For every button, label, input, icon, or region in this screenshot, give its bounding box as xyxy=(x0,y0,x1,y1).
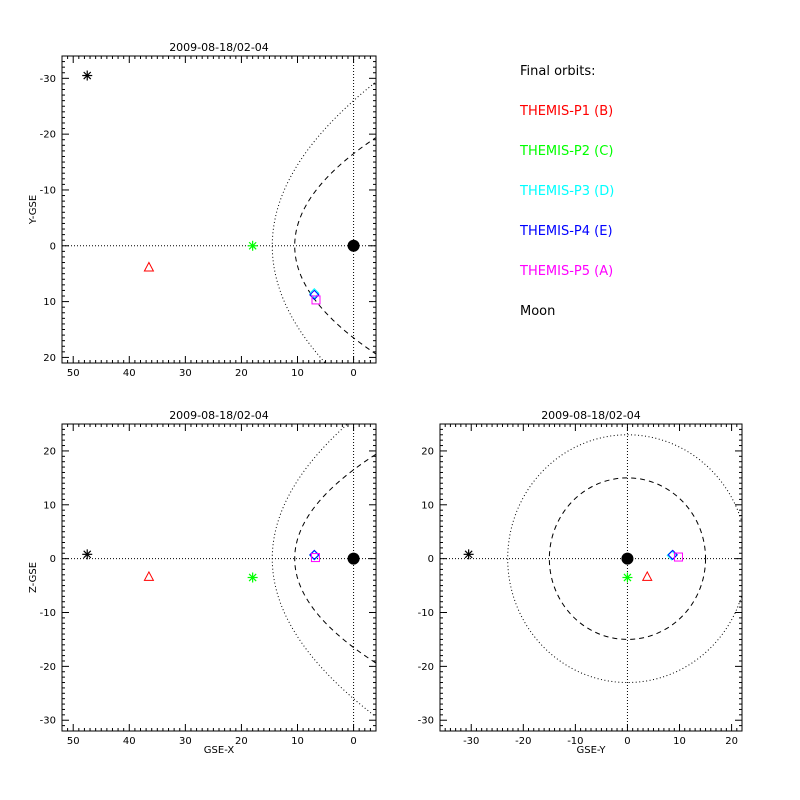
y-tick-label: -10 xyxy=(418,608,434,619)
x-tick-label: 0 xyxy=(350,368,356,379)
x-tick-label: 50 xyxy=(67,368,80,379)
axes-frame xyxy=(61,423,377,732)
asterisk-stroke xyxy=(248,241,257,250)
y-tick-label: -20 xyxy=(40,662,56,673)
axes-frame xyxy=(61,55,377,364)
x-tick-label: 50 xyxy=(67,736,80,747)
y-tick-label: -10 xyxy=(40,608,56,619)
x-axis-label: GSE-X xyxy=(204,745,235,756)
point-themis-p4-e xyxy=(309,289,320,301)
point-themis-p5-a xyxy=(311,295,321,305)
point-themis-p2-c xyxy=(247,572,258,583)
asterisk-stroke xyxy=(464,550,473,559)
orbit-panel-2: 50 40 30 20 10 0 20 10 0 -10 -20 -30 2009-08-18/02-0… xyxy=(28,409,377,756)
y-tick-label: 10 xyxy=(43,500,56,511)
panel-title: 2009-08-18/02-04 xyxy=(541,409,641,422)
earth-marker xyxy=(347,552,360,565)
magnetopause-curve xyxy=(294,453,376,664)
x-tick-label: -30 xyxy=(463,736,479,747)
x-axis-label: GSE-Y xyxy=(577,745,607,756)
point-themis-p5-a xyxy=(310,553,320,563)
x-tick-label: 0 xyxy=(624,736,630,747)
orbit-panel-1: 50 40 30 20 10 0 20 10 0 -10 -20 -30 2009-08-18/02-0… xyxy=(28,41,377,379)
asterisk-stroke xyxy=(623,573,632,582)
x-tick-label: 30 xyxy=(179,736,192,747)
orbit-panel-3: -30 -20 -10 0 10 20 20 10 0 -10 -20 -30 2009-08-18/0… xyxy=(418,409,743,756)
point-themis-p3-d xyxy=(309,288,320,299)
x-tick-label: -20 xyxy=(515,736,531,747)
point-themis-p1-b xyxy=(143,261,155,272)
earth-marker xyxy=(347,239,360,252)
asterisk-stroke xyxy=(83,71,92,80)
y-tick-label: 20 xyxy=(43,353,56,364)
y-tick-label: 0 xyxy=(50,554,56,565)
x-tick-label: 0 xyxy=(350,736,356,747)
asterisk-stroke xyxy=(248,573,257,582)
y-tick-label: -30 xyxy=(418,716,434,727)
x-tick-label: 20 xyxy=(235,736,248,747)
legend-item-p3: THEMIS-P3 (D) xyxy=(520,184,615,199)
x-tick-label: 10 xyxy=(291,368,304,379)
legend-item-p2: THEMIS-P2 (C) xyxy=(520,144,614,159)
point-themis-p2-c xyxy=(247,240,258,251)
axes-frame xyxy=(439,423,743,732)
y-tick-label: -30 xyxy=(40,74,56,85)
y-tick-label: -30 xyxy=(40,716,56,727)
x-tick-label: 10 xyxy=(673,736,686,747)
point-moon xyxy=(82,549,93,560)
earth-marker xyxy=(621,552,634,565)
plot-area xyxy=(62,56,376,363)
y-tick-label: 0 xyxy=(428,554,434,565)
legend-item-p1: THEMIS-P1 (B) xyxy=(520,104,614,119)
x-tick-label: 10 xyxy=(291,736,304,747)
x-tick-label: 40 xyxy=(123,736,136,747)
legend-title: Final orbits: xyxy=(520,64,596,79)
y-tick-label: -20 xyxy=(418,662,434,673)
y-axis-label: Z-GSE xyxy=(28,562,39,593)
x-tick-label: 20 xyxy=(725,736,738,747)
magnetopause-circle xyxy=(548,477,707,640)
legend-item-moon: Moon xyxy=(520,304,556,319)
point-themis-p1-b xyxy=(143,570,155,581)
panel-title: 2009-08-18/02-04 xyxy=(169,41,269,54)
y-tick-label: -20 xyxy=(40,130,56,141)
point-moon xyxy=(463,549,474,560)
y-tick-label: 20 xyxy=(421,446,434,457)
x-tick-label: 30 xyxy=(179,368,192,379)
y-tick-label: 10 xyxy=(421,500,434,511)
bow-shock-curve xyxy=(271,81,376,363)
point-themis-p5-a xyxy=(673,552,683,562)
legend-item-p5: THEMIS-P5 (A) xyxy=(520,264,614,279)
y-tick-label: 0 xyxy=(50,241,56,252)
x-tick-label: 40 xyxy=(123,368,136,379)
panel-title: 2009-08-18/02-04 xyxy=(169,409,269,422)
legend-item-p4: THEMIS-P4 (E) xyxy=(520,224,613,239)
y-tick-label: -10 xyxy=(40,185,56,196)
plot-area xyxy=(62,424,376,731)
point-themis-p2-c xyxy=(622,572,633,583)
asterisk-stroke xyxy=(83,550,92,559)
bow-shock-curve xyxy=(271,424,376,718)
x-tick-label: -10 xyxy=(567,736,583,747)
plot-area xyxy=(440,424,742,731)
point-themis-p1-b xyxy=(641,570,653,581)
point-moon xyxy=(82,70,93,81)
x-tick-label: 20 xyxy=(235,368,248,379)
magnetopause-curve xyxy=(294,136,376,355)
y-tick-label: 10 xyxy=(43,297,56,308)
y-axis-label: Y-GSE xyxy=(28,195,39,225)
y-tick-label: 20 xyxy=(43,446,56,457)
